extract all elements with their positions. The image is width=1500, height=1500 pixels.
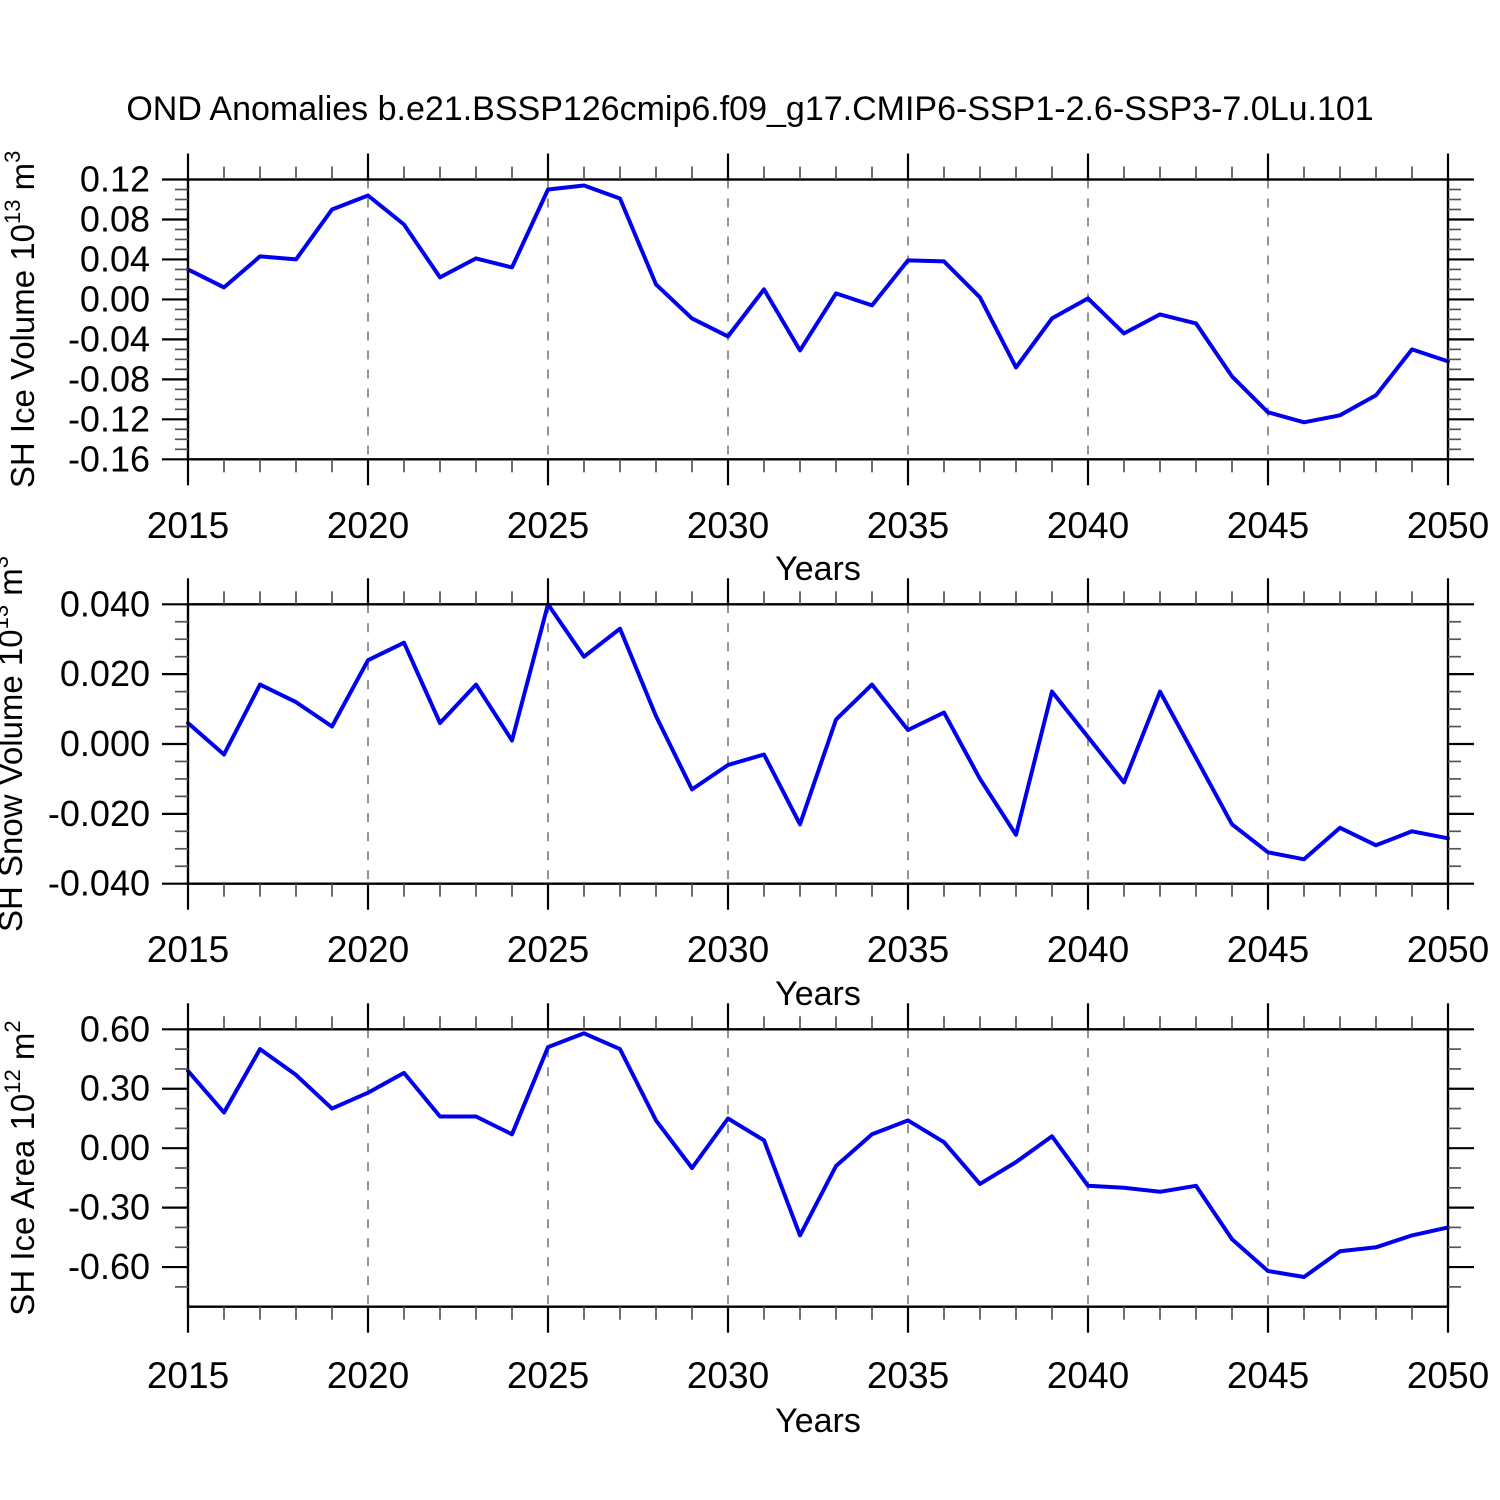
y-axis-title-superscript: 12 <box>0 1069 25 1093</box>
x-tick-label: 2040 <box>1047 929 1129 970</box>
sh-snow-volume-series-line <box>186 602 1450 862</box>
x-tick-label: 2020 <box>327 1355 409 1396</box>
y-tick-label: -0.30 <box>68 1187 150 1228</box>
y-tick-label: -0.16 <box>68 438 150 479</box>
x-tick-label: 2040 <box>1047 505 1129 546</box>
x-tick-label: 2050 <box>1407 1355 1489 1396</box>
x-tick-label: 2025 <box>507 505 589 546</box>
y-axis-title-superscript: 3 <box>0 151 25 163</box>
y-axis-title-text: m <box>4 163 41 200</box>
y-tick-label: -0.60 <box>68 1246 150 1287</box>
x-tick-label: 2050 <box>1407 505 1489 546</box>
y-tick-label: 0.04 <box>80 238 150 279</box>
x-tick-label: 2020 <box>327 929 409 970</box>
y-tick-label: 0.020 <box>60 653 150 694</box>
y-tick-label: 0.00 <box>80 1127 150 1168</box>
y-axis-title-text: SH Ice Volume 10 <box>4 224 41 488</box>
x-tick-label: 2020 <box>327 505 409 546</box>
x-axis-title: Years <box>775 1402 861 1440</box>
x-tick-label: 2030 <box>687 929 769 970</box>
x-tick-label: 2050 <box>1407 929 1489 970</box>
sh-ice-area-series-line <box>186 1031 1450 1279</box>
x-tick-label: 2015 <box>147 505 229 546</box>
y-axis-title: SH Snow Volume 1013 m3 <box>0 556 29 932</box>
y-tick-label: 0.60 <box>80 1008 150 1049</box>
x-axis-title: Years <box>775 550 861 588</box>
y-axis-title-text: m <box>4 1033 41 1070</box>
y-axis-title-superscript: 13 <box>0 200 25 224</box>
x-tick-label: 2015 <box>147 929 229 970</box>
y-tick-label: -0.020 <box>48 793 150 834</box>
panel-sh-ice-area: 0.60 0.30 0.00 -0.30 -0.60 2015 2020 2025 2030 20… <box>0 1003 1489 1440</box>
y-axis-title-superscript: 13 <box>0 605 13 629</box>
sh-ice-volume-series-line <box>186 183 1450 425</box>
y-tick-label: 0.000 <box>60 723 150 764</box>
x-tick-label: 2035 <box>867 505 949 546</box>
y-axis-title: SH Ice Area 1012 m2 <box>0 1020 41 1315</box>
x-tick-label: 2025 <box>507 1355 589 1396</box>
x-axis-title: Years <box>775 975 861 1013</box>
panel-sh-snow-volume: 0.040 0.020 0.000 -0.020 -0.040 2015 2020 2025 2… <box>0 556 1489 1013</box>
y-axis-title-text: m <box>0 568 29 605</box>
y-tick-label: 0.30 <box>80 1068 150 1109</box>
y-axis-title-text: SH Ice Area 10 <box>4 1094 41 1316</box>
y-tick-label: 0.12 <box>80 159 150 200</box>
x-tick-label: 2040 <box>1047 1355 1129 1396</box>
y-tick-label: 0.08 <box>80 198 150 239</box>
y-axis-title-text: SH Snow Volume 10 <box>0 629 29 932</box>
y-axis-title-superscript: 2 <box>0 1020 25 1032</box>
x-tick-label: 2025 <box>507 929 589 970</box>
y-axis-title-superscript: 3 <box>0 556 13 568</box>
y-tick-label: -0.08 <box>68 358 150 399</box>
x-tick-label: 2035 <box>867 929 949 970</box>
axis-frame <box>186 603 1450 885</box>
panel-sh-ice-volume: 0.120.080.040.00-0.04-0.08-0.12-0.16 2015… <box>0 151 1489 588</box>
y-tick-label: 0.00 <box>80 278 150 319</box>
chart-title: OND Anomalies b.e21.BSSP126cmip6.f09_g17… <box>126 90 1373 128</box>
x-tick-label: 2030 <box>687 1355 769 1396</box>
y-tick-label: -0.040 <box>48 863 150 904</box>
x-tick-label: 2015 <box>147 1355 229 1396</box>
y-tick-label: -0.12 <box>68 398 150 439</box>
y-axis-title: SH Ice Volume 1013 m3 <box>0 151 41 489</box>
x-tick-label: 2035 <box>867 1355 949 1396</box>
x-tick-label: 2045 <box>1227 1355 1309 1396</box>
x-tick-label: 2030 <box>687 505 769 546</box>
x-tick-label: 2045 <box>1227 505 1309 546</box>
y-tick-label: 0.040 <box>60 583 150 624</box>
x-tick-label: 2045 <box>1227 929 1309 970</box>
y-tick-label: -0.04 <box>68 318 150 359</box>
